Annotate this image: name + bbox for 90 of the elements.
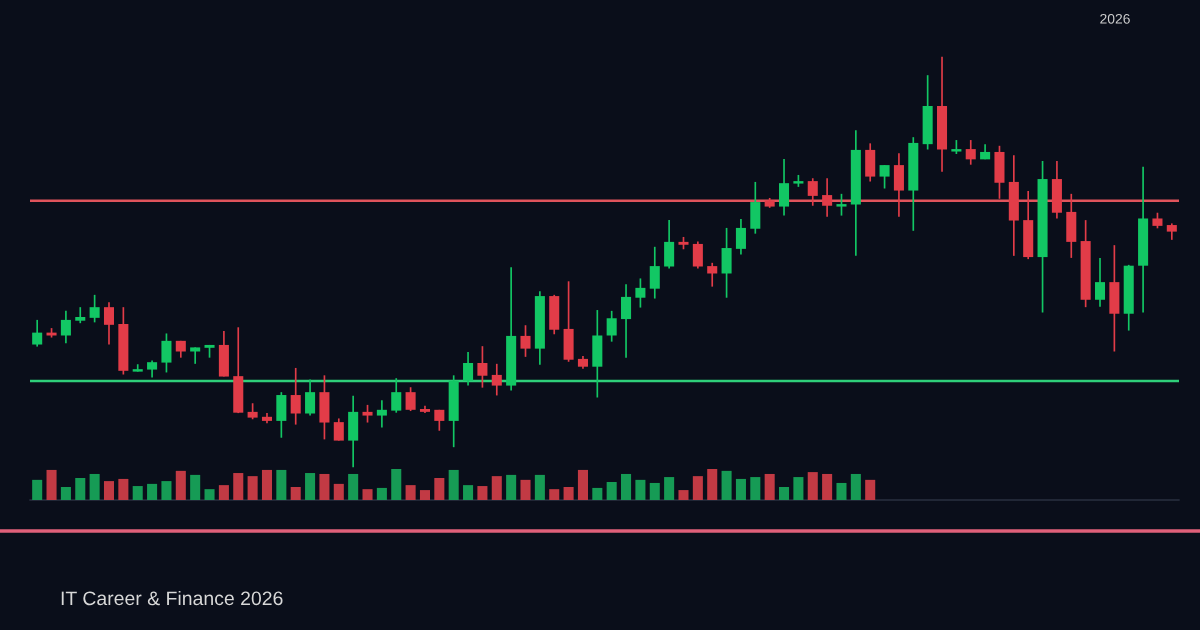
text: IT Career & Finance 2026 [61,590,283,606]
bar [147,483,158,500]
bar [247,476,258,500]
candlestick [103,301,115,346]
candlestick [477,345,488,389]
bar [807,472,818,500]
bar [46,469,57,500]
bar [175,470,186,500]
candlestick [822,177,833,218]
candlestick [60,310,71,345]
bar [376,487,387,500]
candlestick [333,417,344,442]
bar [290,486,301,500]
candlestick [305,378,316,417]
bar [750,477,761,500]
candlestick [463,351,474,387]
candlestick [161,332,172,374]
candlestick [807,177,818,207]
bar [32,479,43,500]
candlestick [779,158,790,217]
candlestick [606,310,617,343]
bar [118,478,129,500]
candlestick [879,164,890,190]
candlestick [290,367,301,426]
bar [103,481,115,500]
bar [707,469,718,500]
candlestick [692,240,703,270]
bar [764,473,775,500]
bar [549,489,560,500]
bar [534,474,545,500]
candlestick [735,218,746,256]
bar [319,473,330,500]
candlestick [707,261,718,288]
candlestick [376,399,387,429]
candlestick [32,319,43,348]
bar [305,473,316,500]
bar [664,477,675,500]
bar [75,477,86,500]
candlestick [649,245,660,300]
bar [132,486,143,500]
bar [592,487,603,500]
bar [506,474,517,500]
bar [491,476,502,500]
candlestick [965,139,976,166]
bar [190,474,201,500]
candlestick [635,277,646,309]
candlestick [836,193,847,217]
bar [391,469,402,500]
candlestick [405,386,416,412]
bar [793,477,804,500]
bar [836,482,847,500]
bar [477,486,488,500]
candlestick [621,283,632,359]
candlestick [391,377,402,414]
bar [649,482,660,500]
bar [333,483,344,500]
bar [822,473,833,500]
bar [721,470,732,500]
bar [161,481,172,500]
bar [463,485,474,500]
candlestick [491,362,502,397]
candlestick [520,324,531,358]
bar [261,469,273,500]
bar [563,486,574,500]
bar [405,485,416,500]
bar [520,479,531,500]
bar [606,482,617,500]
bar [362,489,373,500]
bar [276,469,287,500]
bar [218,485,229,500]
bar [448,469,459,500]
candlestick [89,294,100,324]
bar [419,490,430,500]
bar [89,473,100,500]
bar [678,490,689,500]
text: 2026 [1100,13,1130,24]
bar [60,486,71,500]
bar [692,476,703,500]
bar [204,489,215,500]
candlestick [1094,257,1106,308]
bar [621,473,632,500]
bar [779,486,790,500]
bar [635,479,646,500]
bar [735,478,746,500]
bar [233,473,244,500]
bar [850,473,861,500]
bar [434,477,445,500]
bar [348,473,359,500]
bar [577,469,588,500]
bar [865,479,876,500]
